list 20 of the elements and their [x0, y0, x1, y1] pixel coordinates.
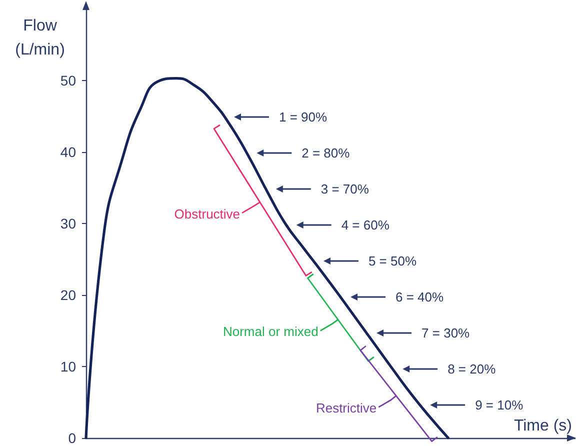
annotation: Obstructive	[174, 206, 240, 222]
y-axis-title: Flow (L/min)	[15, 18, 65, 58]
annotation: 9 = 10%	[475, 398, 524, 412]
annotation: Restrictive	[316, 400, 377, 416]
annotation: 1 = 90%	[278, 110, 328, 124]
annotation: 2 = 80%	[302, 146, 350, 160]
y-tick-label: 10	[60, 358, 76, 374]
y-tick-label: 50	[60, 72, 76, 88]
y-tick-label: 0	[68, 430, 76, 446]
annotation: 5 = 50%	[368, 254, 417, 268]
annotation: 8 = 20%	[448, 362, 496, 376]
y-tick-label: 20	[60, 287, 76, 303]
y-tick-label: 40	[60, 144, 76, 160]
y-tick-label: 30	[60, 216, 76, 232]
annotation: 6 = 40%	[395, 290, 444, 304]
annotation: 3 = 70%	[320, 182, 370, 196]
annotation: 7 = 30%	[422, 326, 470, 340]
annotation: 4 = 60%	[341, 218, 390, 232]
annotation: Normal or mixed	[222, 324, 318, 340]
x-axis-title: Time (s)	[514, 418, 572, 434]
